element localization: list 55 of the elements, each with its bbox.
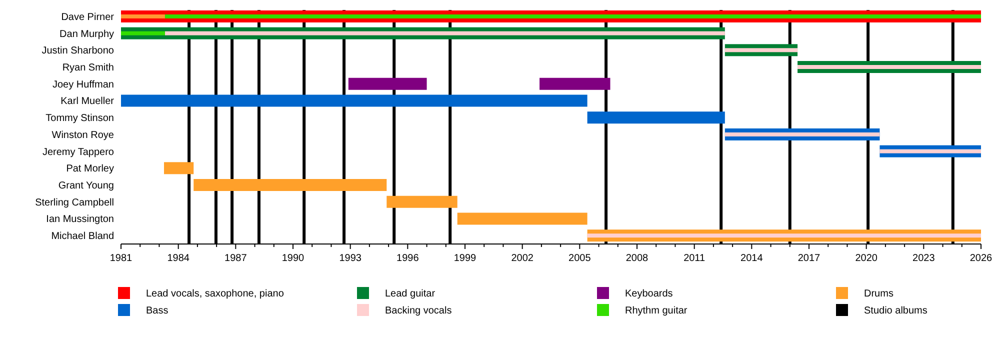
y-tick-label: Sterling Campbell (35, 197, 114, 208)
bar (164, 14, 981, 18)
y-tick-label: Michael Bland (51, 231, 114, 242)
legend-label: Lead vocals, saxophone, piano (146, 288, 284, 300)
bar (121, 14, 165, 18)
x-tick-label: 2023 (912, 253, 936, 264)
x-tick-label: 1996 (396, 253, 420, 264)
x-tick-label: 2017 (798, 253, 821, 264)
x-tick-label: 2020 (855, 253, 878, 264)
bar (798, 65, 981, 69)
x-tick-label: 1999 (454, 253, 477, 264)
bar (164, 31, 725, 36)
legend-label: Keyboards (625, 288, 673, 300)
legend-label: Lead guitar (385, 288, 436, 300)
bar (457, 212, 588, 225)
x-tick-label: 1984 (167, 253, 190, 264)
y-tick-label: Justin Sharbono (42, 46, 114, 57)
y-tick-label: Pat Morley (66, 164, 114, 175)
x-tick-label: 1993 (339, 253, 362, 264)
y-tick-label: Dave Pirner (61, 12, 115, 23)
y-tick-label: Winston Roye (52, 130, 114, 141)
x-tick-label: 2011 (684, 253, 706, 264)
bar (194, 179, 387, 191)
bar (587, 112, 725, 124)
bar (164, 162, 194, 174)
y-tick-label: Tommy Stinson (46, 113, 114, 124)
y-tick-label: Dan Murphy (60, 28, 114, 40)
y-tick-label: Ryan Smith (62, 62, 114, 74)
legend-label: Drums (864, 288, 894, 300)
y-tick-label: Karl Mueller (60, 96, 115, 108)
bar (880, 149, 981, 154)
x-tick-label: 2008 (626, 253, 649, 264)
x-tick-label: 2002 (511, 253, 534, 264)
bar (348, 78, 427, 90)
y-tick-label: Jeremy Tappero (42, 146, 114, 158)
bar (724, 132, 880, 136)
bar (724, 48, 798, 52)
bar (121, 31, 165, 36)
legend-label: Bass (146, 306, 168, 316)
bar (386, 196, 458, 208)
y-tick-label: Ian Mussington (46, 214, 114, 226)
x-tick-label: 2005 (568, 253, 592, 264)
y-tick-label: Joey Huffman (52, 79, 114, 90)
x-tick-label: 1987 (224, 253, 248, 264)
x-tick-label: 1990 (282, 253, 305, 264)
bar (540, 78, 610, 90)
legend-label: Rhythm guitar (625, 306, 688, 316)
legend-label: Studio albums (864, 306, 928, 316)
bar (587, 234, 981, 238)
x-tick-label: 2014 (740, 253, 764, 264)
x-tick-label: 2026 (970, 253, 993, 264)
y-tick-label: Grant Young (58, 180, 114, 192)
x-tick-label: 1981 (110, 253, 133, 264)
legend-label: Backing vocals (385, 306, 452, 316)
bar (121, 94, 588, 107)
